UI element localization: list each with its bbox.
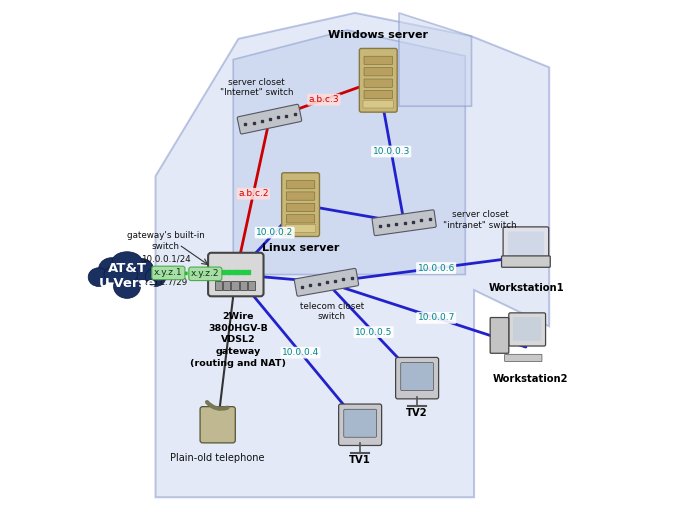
Ellipse shape [114,275,140,298]
Text: U-Verse: U-Verse [98,277,156,290]
Ellipse shape [112,252,142,271]
Text: a.b.c.3: a.b.c.3 [308,95,339,104]
FancyBboxPatch shape [364,90,393,98]
FancyBboxPatch shape [508,232,544,255]
FancyBboxPatch shape [294,268,358,296]
Text: Workstation1: Workstation1 [489,283,565,293]
Text: gateway's built-in
switch
10.0.0.1/24
and
a.b.c.7/29: gateway's built-in switch 10.0.0.1/24 an… [127,231,205,286]
FancyBboxPatch shape [287,192,315,200]
Text: 2Wire
3800HGV-B
VDSL2
gateway
(routing and NAT): 2Wire 3800HGV-B VDSL2 gateway (routing a… [190,312,287,368]
FancyBboxPatch shape [200,407,235,443]
Text: Linux server: Linux server [262,243,339,253]
Text: 10.0.0.3: 10.0.0.3 [373,147,410,156]
FancyBboxPatch shape [364,56,393,64]
Ellipse shape [98,258,124,281]
Text: Windows server: Windows server [328,30,428,40]
FancyBboxPatch shape [509,313,546,346]
Text: 10.0.0.4: 10.0.0.4 [282,348,319,357]
Text: server closet
"intranet" switch: server closet "intranet" switch [443,210,516,230]
Ellipse shape [88,268,109,286]
Polygon shape [399,13,471,106]
Text: x.y.z.1: x.y.z.1 [154,268,183,278]
Polygon shape [233,30,465,275]
FancyBboxPatch shape [513,317,542,341]
Text: 10.0.0.7: 10.0.0.7 [417,313,455,322]
FancyBboxPatch shape [282,173,319,236]
FancyBboxPatch shape [285,225,316,232]
FancyBboxPatch shape [239,281,247,290]
Text: telecom closet
switch: telecom closet switch [300,302,364,321]
Ellipse shape [104,264,137,285]
FancyBboxPatch shape [395,357,438,399]
Polygon shape [155,13,549,497]
FancyBboxPatch shape [490,318,509,353]
Text: x.y.z.2: x.y.z.2 [189,269,218,278]
FancyBboxPatch shape [359,48,397,112]
FancyBboxPatch shape [364,67,393,76]
Text: Plain-old telephone: Plain-old telephone [170,453,265,463]
FancyBboxPatch shape [223,281,231,290]
FancyBboxPatch shape [287,181,315,189]
Ellipse shape [145,268,166,286]
Text: 10.0.0.6: 10.0.0.6 [417,264,455,272]
Text: a.b.c.2: a.b.c.2 [238,189,269,198]
FancyBboxPatch shape [215,281,222,290]
FancyBboxPatch shape [231,281,239,290]
Text: TV2: TV2 [406,408,428,418]
Text: TV1: TV1 [350,455,371,465]
FancyBboxPatch shape [363,100,393,108]
Text: 10.0.0.2: 10.0.0.2 [256,228,293,237]
Text: Workstation2: Workstation2 [492,374,568,384]
FancyBboxPatch shape [401,363,434,391]
Text: 10.0.0.5: 10.0.0.5 [355,328,393,337]
FancyBboxPatch shape [248,281,255,290]
FancyBboxPatch shape [364,79,393,87]
FancyBboxPatch shape [372,210,436,236]
FancyBboxPatch shape [505,354,542,362]
Text: server closet
"Internet" switch: server closet "Internet" switch [220,78,293,97]
FancyBboxPatch shape [344,409,376,437]
FancyBboxPatch shape [237,104,302,134]
FancyBboxPatch shape [503,227,549,258]
FancyBboxPatch shape [287,203,315,211]
FancyBboxPatch shape [501,256,550,267]
Ellipse shape [130,258,153,280]
Text: x.y.z.1: x.y.z.1 [154,268,183,278]
FancyBboxPatch shape [208,253,263,296]
Text: x.y.z.2: x.y.z.2 [191,269,220,278]
Text: AT&T: AT&T [107,262,146,276]
FancyBboxPatch shape [339,404,382,445]
FancyBboxPatch shape [287,214,315,223]
